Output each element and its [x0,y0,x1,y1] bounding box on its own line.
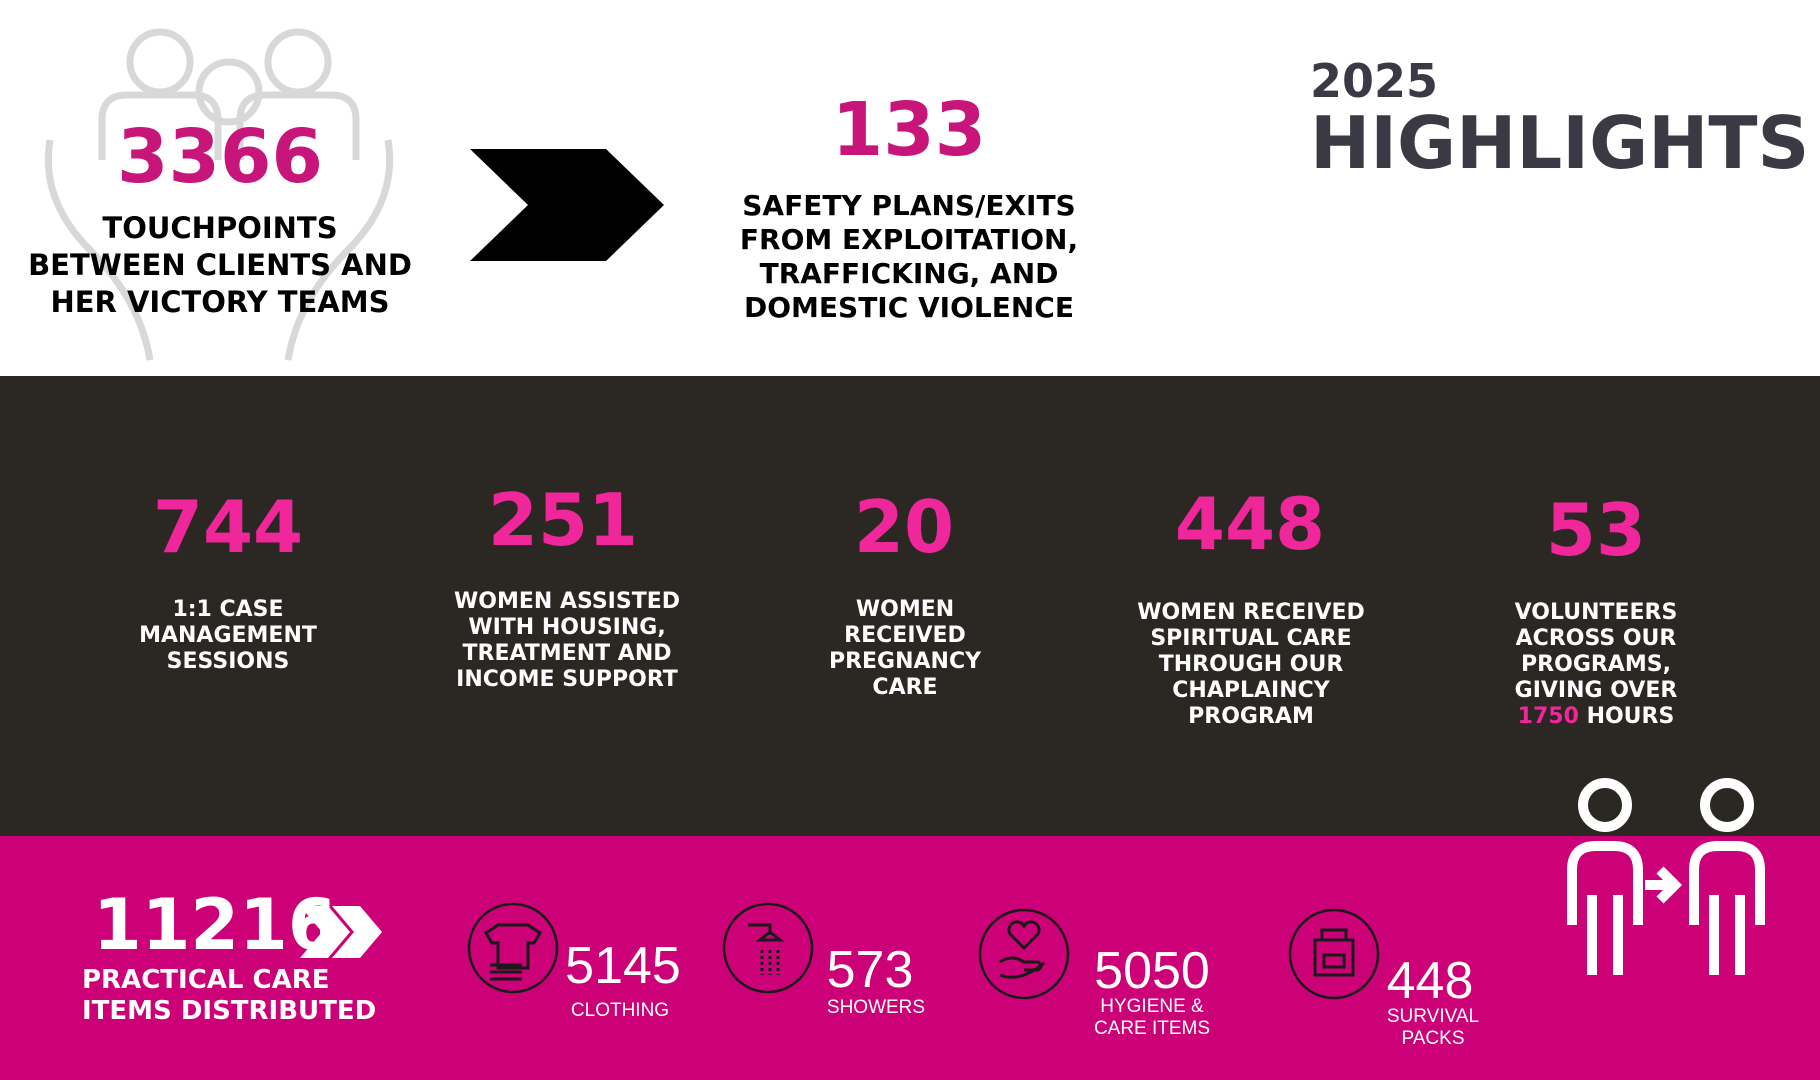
stat-label: WOMEN RECEIVED SPIRITUAL CARE THROUGH OU… [1137,600,1365,729]
stat-label: 1:1 CASE MANAGEMENT SESSIONS [139,597,317,674]
title: HIGHLIGHTS [1310,101,1810,185]
label-text: HOURS [1586,704,1675,729]
stat-label: SAFETY PLANS/EXITS FROM EXPLOITATION, TR… [739,189,1079,324]
item-icons [467,902,1380,1000]
item-value: 448 [1386,952,1474,1010]
stat-value: 133 [831,87,987,173]
people-icon [44,28,394,361]
stat-value: 251 [487,478,639,562]
chevrons-top [470,149,664,261]
chevrons-bottom [300,906,382,958]
stat-value: 744 [152,485,304,569]
item-label: CLOTHING [570,1000,670,1021]
stat-value: 448 [1174,482,1326,566]
item-value: 5050 [1094,942,1210,1000]
stat-label: WOMEN RECEIVED PREGNANCY CARE [828,597,982,700]
item-label: SHOWERS [826,997,926,1018]
label-highlight: 1750 [1517,704,1579,729]
dark-band [0,376,1820,836]
item-label: HYGIENE & CARE ITEMS [1093,996,1211,1039]
item-value: 5145 [565,937,681,995]
people-transfer-icon [1567,778,1765,975]
stat-value: 3366 [117,114,323,200]
item-label: SURVIVAL PACKS [1386,1006,1480,1049]
stat-value: 20 [853,485,955,569]
stat-label: TOUCHPOINTS BETWEEN CLIENTS AND HER VICT… [28,211,412,319]
stat-label: WOMEN ASSISTED WITH HOUSING, TREATMENT A… [453,589,680,692]
label-text: VOLUNTEERS ACROSS OUR PROGRAMS, GIVING O… [1514,600,1678,703]
year: 2025 [1310,54,1439,108]
item-value: 573 [826,941,914,999]
total-label: PRACTICAL CARE ITEMS DISTRIBUTED [82,965,377,1026]
stat-value: 53 [1545,488,1647,572]
stat-label: VOLUNTEERS ACROSS OUR PROGRAMS, GIVING O… [1496,600,1696,730]
total-value: 11216 [93,884,337,966]
